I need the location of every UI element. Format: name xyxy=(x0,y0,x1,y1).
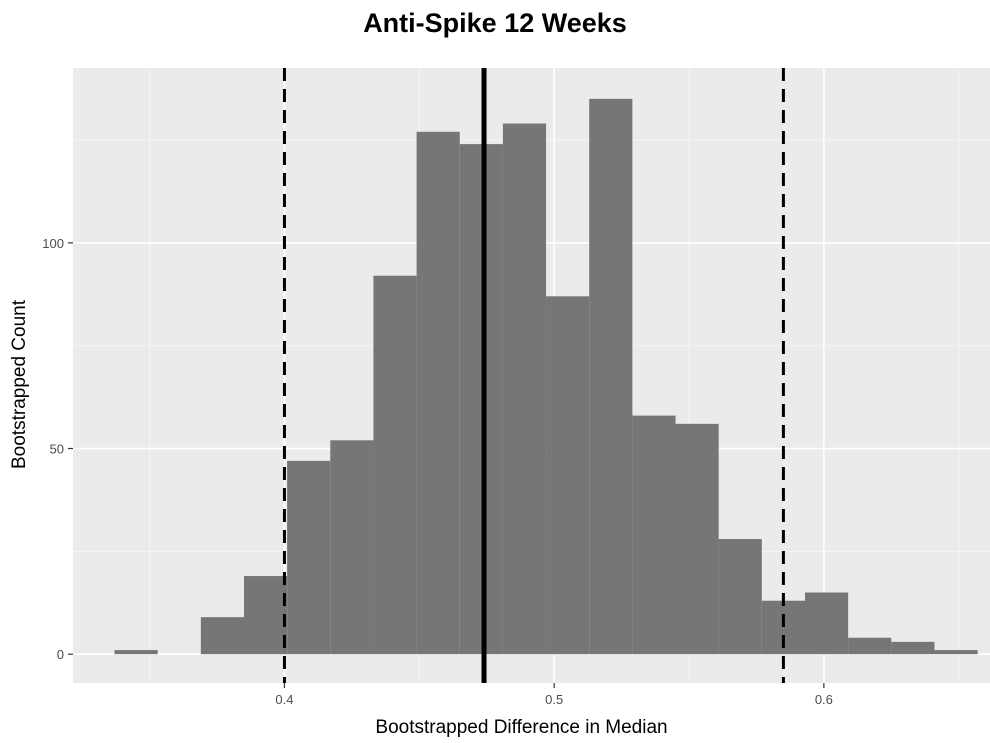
x-axis-title: Bootstrapped Difference in Median xyxy=(375,717,667,738)
y-axis-title: Bootstrapped Count xyxy=(9,299,30,469)
histogram-bar xyxy=(848,637,892,655)
reference-lines xyxy=(282,68,785,683)
histogram-bar xyxy=(502,123,547,655)
histogram-bar xyxy=(287,460,331,655)
chart-title: Anti-Spike 12 Weeks xyxy=(363,8,627,38)
y-tick-label: 100 xyxy=(42,236,64,251)
x-tick-label: 0.5 xyxy=(545,692,563,707)
x-tick-label: 0.6 xyxy=(815,692,833,707)
histogram-bar xyxy=(804,592,849,655)
histogram-bar xyxy=(589,98,633,655)
histogram-bar xyxy=(330,440,374,655)
histogram-bar xyxy=(373,275,417,655)
y-axis: 0 50 100 xyxy=(42,236,73,662)
y-tick-label: 50 xyxy=(50,442,64,457)
histogram-bars xyxy=(114,98,978,655)
histogram-bar xyxy=(891,641,935,655)
histogram-bar xyxy=(243,576,288,655)
histogram-bar xyxy=(546,296,590,655)
histogram-bar xyxy=(459,144,503,655)
x-axis: 0.4 0.5 0.6 xyxy=(275,683,833,707)
x-tick-label: 0.4 xyxy=(275,692,293,707)
histogram-bar xyxy=(200,617,244,655)
y-tick-label: 0 xyxy=(57,647,64,662)
histogram-bar xyxy=(675,423,719,655)
histogram-bar xyxy=(416,131,460,655)
histogram-bar xyxy=(718,539,762,655)
histogram-bar xyxy=(934,650,978,655)
histogram-bar xyxy=(114,650,158,655)
histogram-bar xyxy=(632,415,676,655)
